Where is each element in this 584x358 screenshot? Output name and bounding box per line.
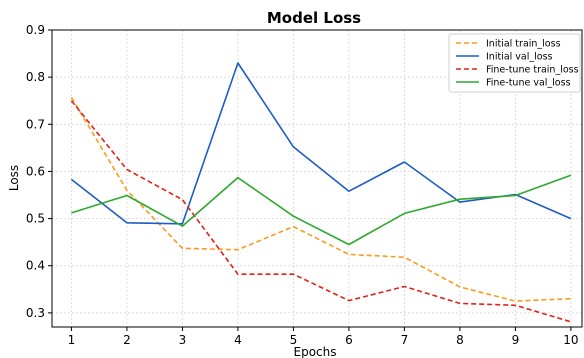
y-tick-label: 0.5	[26, 212, 45, 226]
legend-label: Fine-tune train_loss	[486, 65, 579, 76]
x-tick-label: 3	[179, 333, 187, 347]
series-line-fine-tune-train-loss	[70, 100, 572, 323]
y-tick-label: 0.6	[26, 164, 45, 178]
legend-box	[448, 33, 581, 93]
y-tick-label: 0.3	[26, 306, 45, 320]
x-tick-label: 10	[563, 333, 578, 347]
legend-label: Initial train_loss	[486, 39, 561, 50]
series-line-initial-train-loss	[70, 96, 571, 302]
x-tick-label: 7	[401, 333, 409, 347]
x-tick-label: 2	[123, 333, 131, 347]
legend-label: Initial val_loss	[486, 52, 553, 63]
y-tick-label: 0.7	[26, 117, 45, 131]
legend-label: Fine-tune val_loss	[486, 78, 571, 89]
x-tick-label: 1	[68, 333, 76, 347]
y-axis-label: Loss	[7, 165, 21, 191]
y-tick-label: 0.8	[26, 70, 45, 84]
series-line-initial-val-loss	[70, 62, 572, 225]
x-tick-label: 9	[512, 333, 520, 347]
legend: Initial train_loss Initial val_loss Fine-t…	[448, 33, 581, 93]
x-tick-label: 5	[290, 333, 298, 347]
x-axis-label: Epochs	[294, 345, 337, 358]
x-tick-label: 4	[234, 333, 242, 347]
y-tick-label: 0.9	[26, 23, 45, 37]
chart-title: Model Loss	[267, 9, 361, 27]
x-tick-label: 6	[345, 333, 353, 347]
x-tick-label: 8	[456, 333, 464, 347]
series-line-fine-tune-val-loss	[71, 174, 572, 246]
plot-area	[51, 29, 583, 328]
y-tick-label: 0.4	[26, 259, 45, 273]
